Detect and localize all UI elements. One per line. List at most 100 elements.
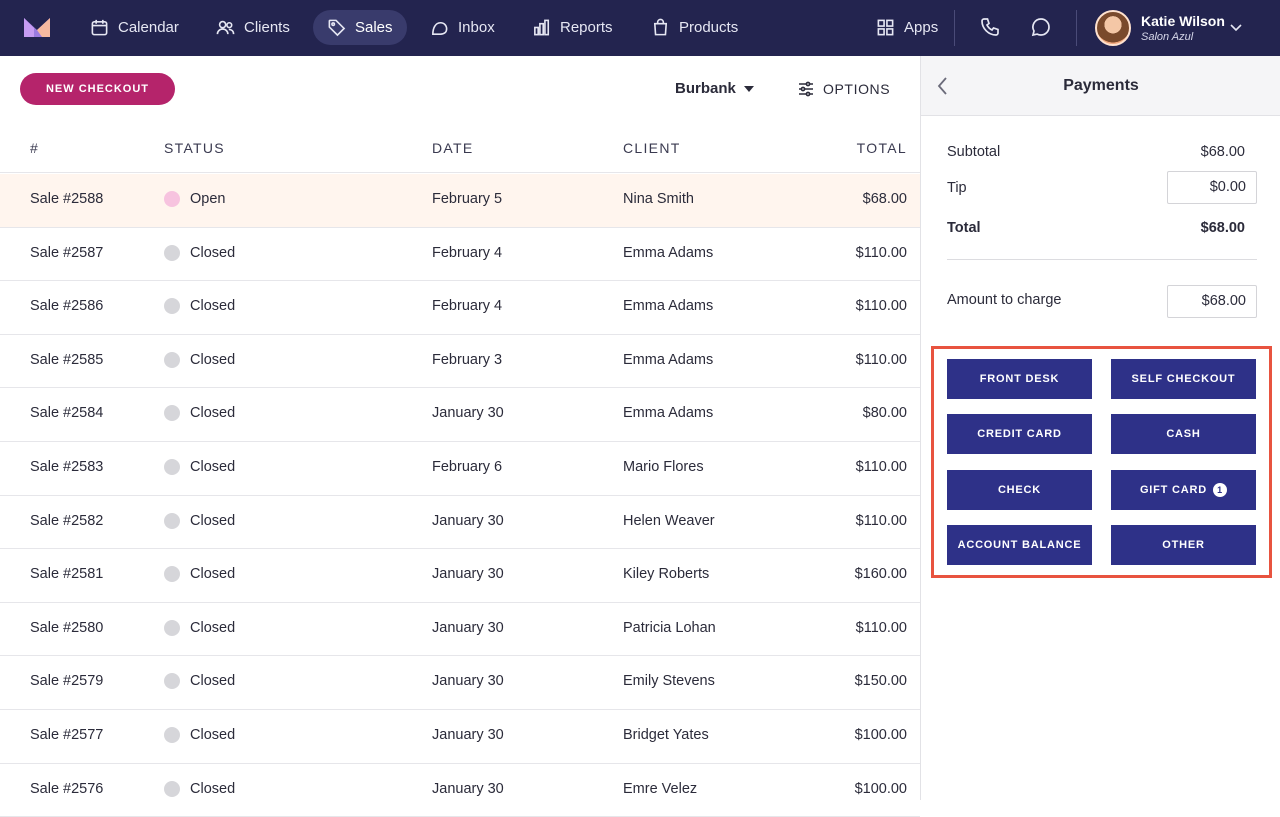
col-header-id[interactable]: # bbox=[30, 140, 40, 156]
front-desk-button[interactable]: FRONT DESK bbox=[947, 359, 1092, 399]
nav-reports[interactable]: Reports bbox=[518, 10, 627, 45]
nav-sales[interactable]: Sales bbox=[313, 10, 407, 45]
table-row[interactable]: Sale #2580 Closed January 30 Patricia Lo… bbox=[0, 603, 920, 657]
amount-to-charge-input[interactable]: $68.00 bbox=[1167, 285, 1257, 318]
status-cell: Closed bbox=[164, 673, 236, 690]
sale-date: January 30 bbox=[432, 619, 504, 636]
sale-id: Sale #2577 bbox=[30, 726, 104, 743]
sale-id: Sale #2587 bbox=[30, 244, 104, 261]
sale-date: February 4 bbox=[432, 244, 503, 261]
bar-chart-icon bbox=[534, 19, 550, 36]
button-label: CASH bbox=[1166, 428, 1201, 440]
nav-label: Sales bbox=[355, 19, 393, 36]
account-balance-button[interactable]: ACCOUNT BALANCE bbox=[947, 525, 1092, 565]
chevron-left-icon[interactable] bbox=[935, 76, 951, 96]
new-checkout-button[interactable]: NEW CHECKOUT bbox=[20, 73, 175, 105]
col-header-client[interactable]: CLIENT bbox=[623, 140, 681, 156]
table-row[interactable]: Sale #2585 Closed February 3 Emma Adams … bbox=[0, 335, 920, 389]
table-row[interactable]: Sale #2582 Closed January 30 Helen Weave… bbox=[0, 496, 920, 550]
sale-date: February 4 bbox=[432, 298, 503, 315]
sale-date: February 6 bbox=[432, 458, 503, 475]
cash-button[interactable]: CASH bbox=[1111, 414, 1256, 454]
avatar[interactable] bbox=[1095, 10, 1131, 46]
nav-products[interactable]: Products bbox=[637, 10, 752, 45]
tip-input[interactable]: $0.00 bbox=[1167, 171, 1257, 204]
sale-date: February 5 bbox=[432, 191, 503, 207]
col-header-status[interactable]: STATUS bbox=[164, 140, 225, 156]
sale-total: $110.00 bbox=[855, 351, 907, 368]
sale-client: Mario Flores bbox=[623, 458, 704, 475]
phone-button[interactable] bbox=[979, 16, 1003, 40]
button-label: CREDIT CARD bbox=[977, 428, 1062, 440]
status-text: Closed bbox=[190, 726, 236, 743]
col-header-date[interactable]: DATE bbox=[432, 140, 474, 156]
sliders-icon bbox=[799, 81, 813, 97]
status-dot-icon bbox=[164, 405, 180, 422]
table-row[interactable]: Sale #2581 Closed January 30 Kiley Rober… bbox=[0, 549, 920, 603]
calendar-icon bbox=[91, 19, 108, 36]
tag-icon bbox=[328, 19, 346, 37]
sale-id: Sale #2580 bbox=[30, 619, 104, 636]
sale-date: February 3 bbox=[432, 351, 503, 368]
status-cell: Closed bbox=[164, 244, 235, 261]
status-text: Closed bbox=[190, 673, 236, 690]
sale-date: January 30 bbox=[432, 780, 504, 797]
nav-label: Clients bbox=[244, 19, 290, 36]
table-row[interactable]: Sale #2584 Closed January 30 Emma Adams … bbox=[0, 388, 920, 442]
table-row[interactable]: Sale #2587 Closed February 4 Emma Adams … bbox=[0, 228, 920, 282]
table-row[interactable]: Sale #2576 Closed January 30 Emre Velez … bbox=[0, 764, 920, 817]
table-row[interactable]: Sale #2583 Closed February 6 Mario Flore… bbox=[0, 442, 920, 496]
table-row[interactable]: Sale #2579 Closed January 30 Emily Steve… bbox=[0, 656, 920, 710]
button-label: SELF CHECKOUT bbox=[1131, 373, 1236, 385]
shopping-bag-icon bbox=[653, 18, 668, 36]
chevron-down-icon[interactable] bbox=[1229, 20, 1243, 34]
status-text: Closed bbox=[190, 566, 236, 583]
status-cell: Closed bbox=[164, 566, 236, 583]
nav-clients[interactable]: Clients bbox=[202, 10, 304, 45]
status-dot-icon bbox=[164, 298, 180, 315]
status-dot-icon bbox=[164, 780, 180, 797]
check-button[interactable]: CHECK bbox=[947, 470, 1092, 510]
self-checkout-button[interactable]: SELF CHECKOUT bbox=[1111, 359, 1256, 399]
button-label: GIFT CARD bbox=[1139, 484, 1208, 496]
sale-total: $110.00 bbox=[855, 298, 907, 315]
nav-inbox[interactable]: Inbox bbox=[416, 10, 509, 45]
options-button[interactable]: OPTIONS bbox=[797, 80, 890, 98]
sale-total: $110.00 bbox=[855, 619, 907, 636]
nav-calendar[interactable]: Calendar bbox=[76, 10, 193, 45]
nav-divider bbox=[954, 10, 955, 46]
nav-label: Inbox bbox=[458, 19, 495, 36]
sale-client: Emma Adams bbox=[623, 405, 714, 422]
subtotal-label: Subtotal bbox=[947, 144, 1001, 160]
status-cell: Closed bbox=[164, 405, 235, 422]
sale-id: Sale #2584 bbox=[30, 405, 104, 422]
col-header-total[interactable]: TOTAL bbox=[856, 140, 907, 156]
nav-label: Products bbox=[679, 19, 739, 36]
nav-apps[interactable]: Apps bbox=[862, 10, 952, 45]
table-row[interactable]: Sale #2586 Closed February 4 Emma Adams … bbox=[0, 281, 920, 335]
chat-button[interactable] bbox=[1030, 16, 1054, 40]
status-text: Closed bbox=[190, 780, 236, 797]
status-dot-icon bbox=[164, 512, 180, 529]
total-value: $68.00 bbox=[1200, 220, 1245, 236]
sale-total: $100.00 bbox=[854, 780, 907, 797]
status-cell: Closed bbox=[164, 780, 236, 797]
status-dot-icon bbox=[164, 458, 180, 475]
credit-card-button[interactable]: CREDIT CARD bbox=[947, 414, 1092, 454]
gift-card-button[interactable]: GIFT CARD 1 bbox=[1111, 470, 1256, 510]
status-text: Closed bbox=[190, 298, 236, 315]
button-label: ACCOUNT BALANCE bbox=[957, 539, 1082, 551]
options-label: OPTIONS bbox=[823, 81, 891, 97]
status-dot-icon bbox=[164, 244, 180, 261]
sale-client: Emma Adams bbox=[623, 351, 714, 368]
brand-logo[interactable] bbox=[22, 15, 52, 39]
status-cell: Closed bbox=[164, 458, 236, 475]
other-button[interactable]: OTHER bbox=[1111, 525, 1256, 565]
location-select[interactable]: Burbank bbox=[675, 80, 754, 97]
table-row[interactable]: Sale #2588 Open February 5 Nina Smith $6… bbox=[0, 174, 920, 228]
status-text: Closed bbox=[190, 458, 236, 475]
sale-total: $150.00 bbox=[854, 673, 907, 690]
status-dot-icon bbox=[164, 673, 180, 690]
table-row[interactable]: Sale #2577 Closed January 30 Bridget Yat… bbox=[0, 710, 920, 764]
sale-id: Sale #2585 bbox=[30, 351, 104, 368]
